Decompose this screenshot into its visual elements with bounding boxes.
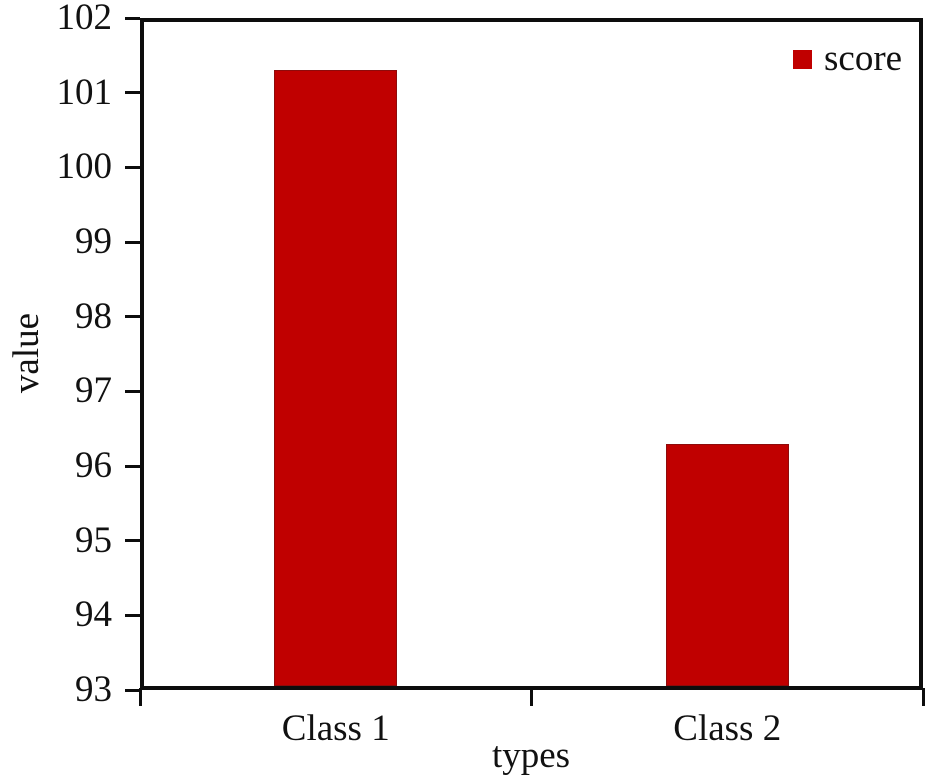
y-tick-label: 96 [75, 445, 112, 486]
y-tick-label: 101 [56, 71, 113, 113]
x-tick [138, 688, 142, 706]
y-tick-label: 94 [75, 594, 112, 636]
y-tick-label: 93 [75, 669, 112, 710]
x-category-label: Class 2 [673, 708, 782, 749]
bar-class-1 [274, 70, 398, 686]
y-tick-label: 99 [75, 221, 112, 262]
y-tick [125, 16, 140, 20]
y-tick-label: 97 [75, 370, 112, 412]
y-tick [125, 389, 140, 393]
x-tick [530, 688, 533, 706]
y-tick [125, 688, 140, 692]
y-tick [125, 613, 140, 617]
legend-label: score [824, 38, 903, 79]
y-tick-label: 95 [75, 519, 112, 561]
x-category-label: Class 1 [281, 708, 390, 749]
legend-marker-square [793, 49, 812, 69]
y-tick [125, 315, 140, 319]
y-tick [125, 464, 140, 468]
bar-class-2 [665, 443, 789, 686]
x-axis-title: types [491, 735, 571, 776]
y-tick [125, 91, 140, 95]
y-tick-label: 98 [75, 295, 112, 337]
y-tick-label: 102 [56, 0, 113, 38]
y-tick-label: 100 [56, 146, 113, 188]
x-tick [921, 688, 925, 706]
plot-area [140, 18, 923, 690]
legend: score [793, 40, 902, 78]
y-tick [125, 240, 140, 244]
y-tick [125, 165, 140, 169]
y-tick [125, 539, 140, 543]
